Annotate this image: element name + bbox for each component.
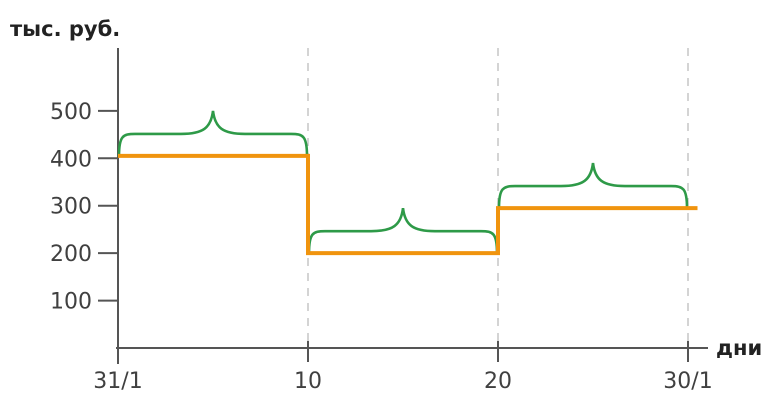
y-tick-label-200: 200: [50, 242, 92, 267]
axis-layer: тыс. руб. дни: [10, 17, 762, 364]
x-tick-label-0: 31/1: [93, 369, 142, 394]
x-axis-title: дни: [716, 336, 762, 360]
x-tick-label-30: 30/1: [663, 369, 712, 394]
y-tick-label-500: 500: [50, 100, 92, 125]
y-axis-title: тыс. руб.: [10, 17, 120, 41]
x-tick-label-10: 10: [294, 369, 322, 394]
x-tick-label-20: 20: [484, 369, 512, 394]
tick-layer: 100 200 300 400 500 31/1 10 20 30/1: [50, 100, 713, 394]
series-line-0: [118, 153, 698, 256]
brace-1: [307, 207, 499, 255]
brace-layer: [117, 110, 689, 255]
grid-layer: [307, 48, 689, 348]
y-tick-label-400: 400: [50, 147, 92, 172]
y-tick-label-300: 300: [50, 195, 92, 220]
brace-0: [117, 110, 309, 158]
series-layer: [118, 153, 698, 256]
y-tick-label-100: 100: [50, 290, 92, 315]
brace-2: [497, 162, 689, 210]
